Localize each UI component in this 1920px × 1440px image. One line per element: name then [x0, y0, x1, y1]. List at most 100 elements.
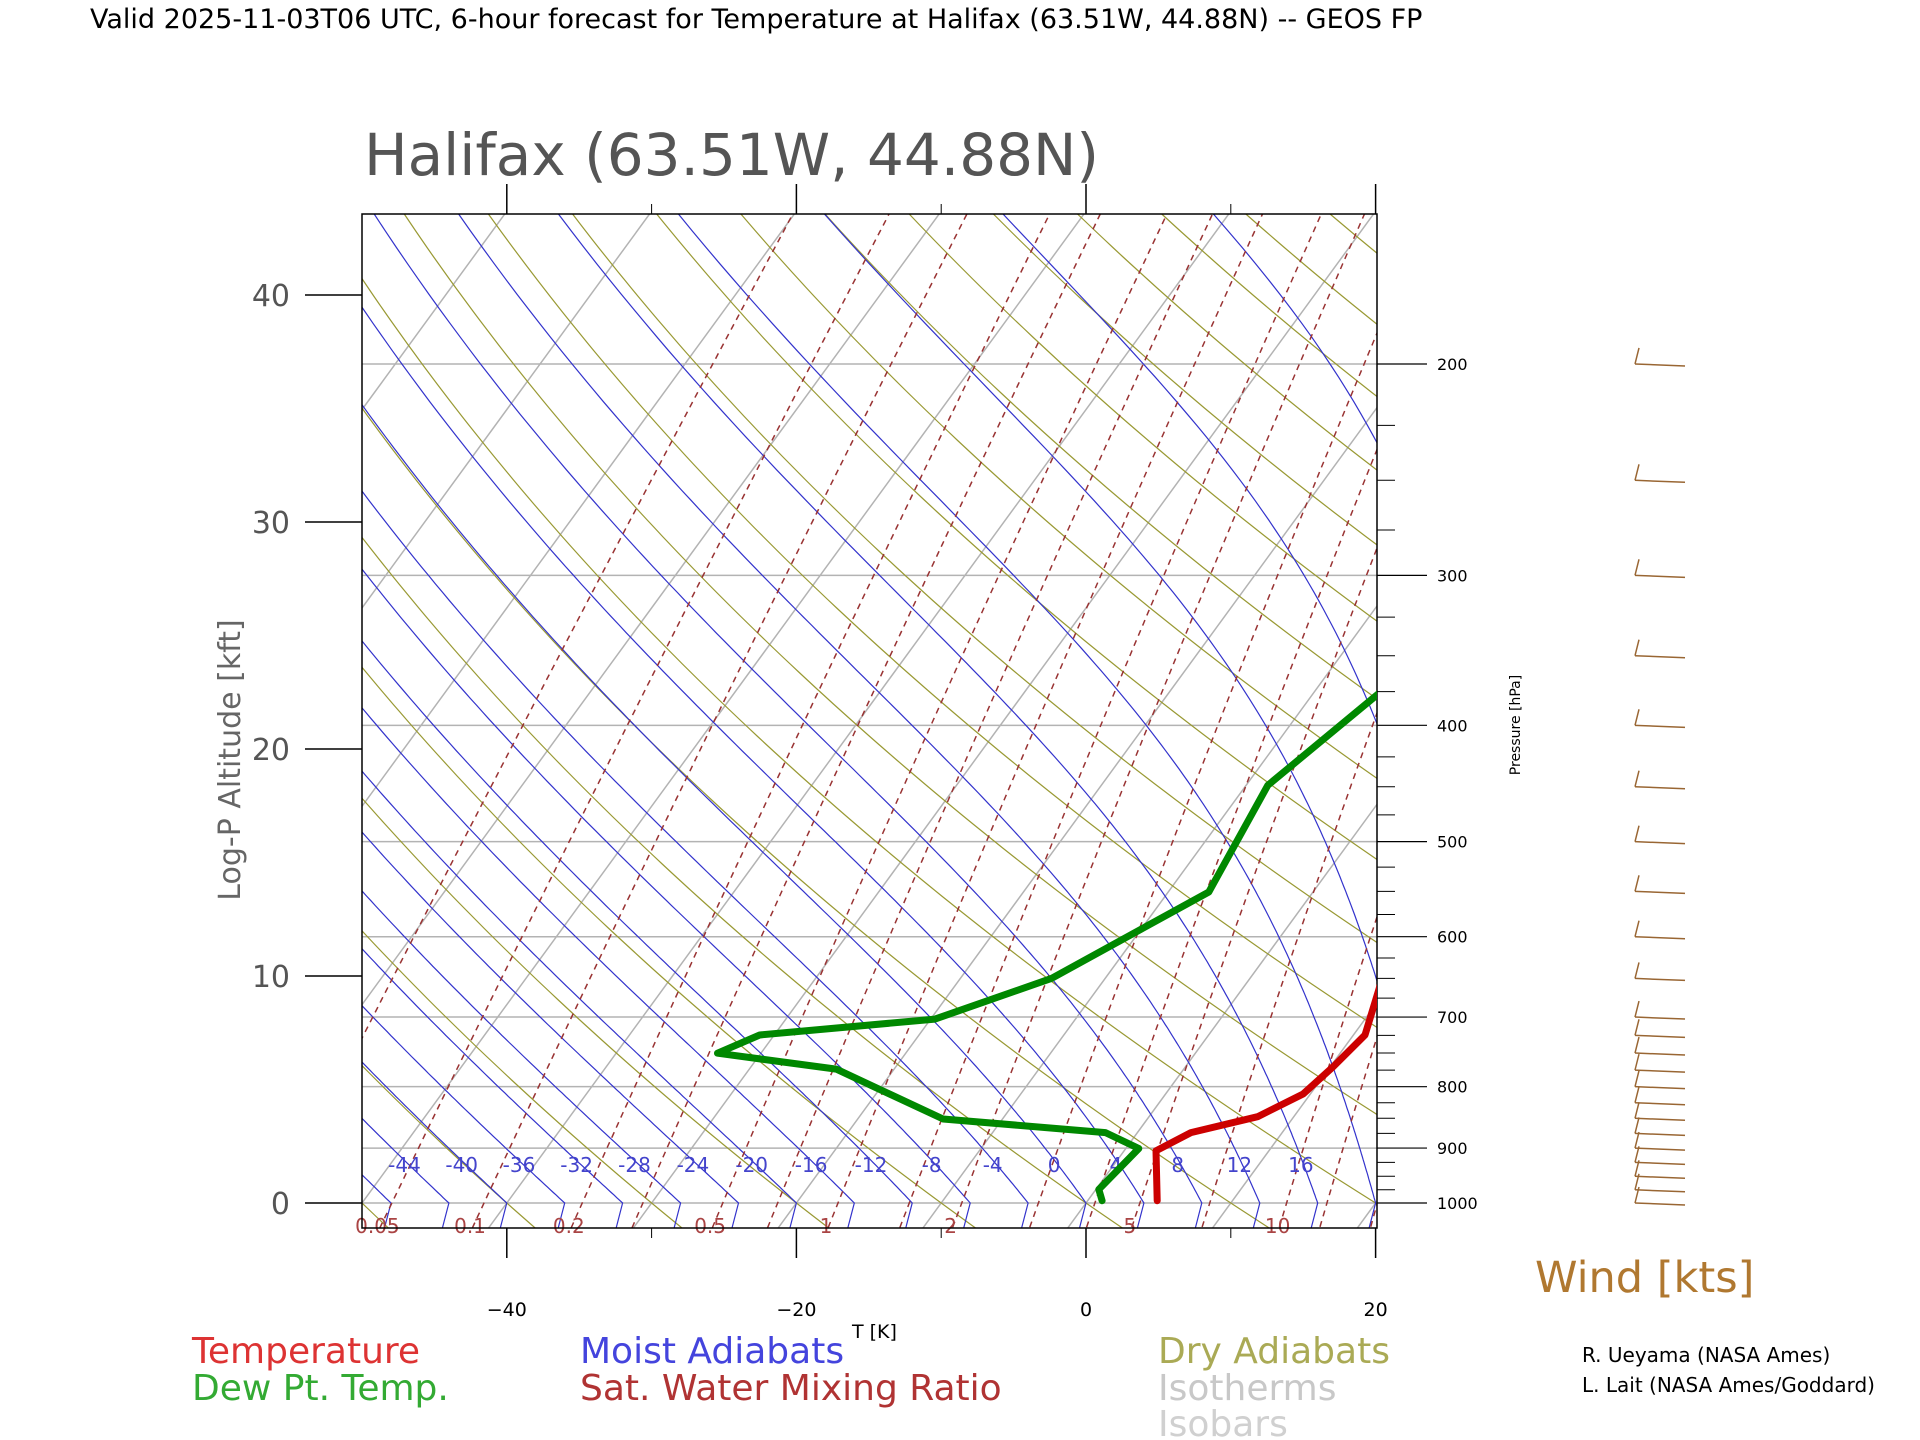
isotherm-line	[632, 214, 1375, 1228]
mixing-ratio-line	[570, 214, 1051, 1228]
plot-area: -44 -40 -36 -32 -28 -24 -20 -16 -12 -8 -4 0 4 8 12 160.…	[0, 178, 1920, 1321]
legend-dry-adiabats: Dry Adiabats	[1158, 1331, 1390, 1372]
dry-adiabat-line	[1648, 200, 1920, 1248]
moist-adiabat-label: -12	[855, 1153, 888, 1177]
wind-barb-staff	[1634, 1161, 1686, 1166]
isotherm-line	[362, 214, 796, 808]
dry-adiabat-line	[362, 666, 977, 1228]
wind-barb-staff	[1634, 1101, 1686, 1106]
legend-temperature: Temperature	[191, 1331, 420, 1372]
moist-adiabat-label: -40	[445, 1153, 478, 1177]
mixing-ratio-line	[898, 214, 1323, 1228]
dry-adiabat-line	[571, 214, 1377, 944]
wind-barb-flag	[1634, 1160, 1640, 1177]
isotherm-line	[362, 214, 506, 411]
background-lines	[0, 178, 1920, 1248]
wind-barb-flag	[1634, 559, 1640, 576]
isotherm-group	[0, 194, 1920, 1248]
wind-barb-staff	[1634, 840, 1686, 845]
moist-adiabat-label: -16	[795, 1153, 828, 1177]
legend-moist-adiabats: Moist Adiabats	[580, 1331, 844, 1372]
legend-dewpoint: Dew Pt. Temp.	[192, 1368, 449, 1409]
y-tick-label: 20	[252, 733, 290, 768]
wind-barb-staff	[1634, 1085, 1686, 1090]
mixing-ratio-line	[1130, 546, 1377, 1228]
legend-isobars: Isobars	[1158, 1404, 1288, 1440]
wind-barb-staff	[1634, 1034, 1686, 1039]
moist-adiabat-line	[362, 1004, 566, 1228]
wind-barb-flag	[1634, 1086, 1640, 1103]
moist-adiabat-line	[362, 640, 913, 1228]
wind-barb-staff	[1634, 1132, 1686, 1137]
mixing-ratio-label: 0.1	[454, 1214, 486, 1238]
mixing-ratio-line	[1369, 1201, 1377, 1228]
mixing-ratio-line	[1432, 200, 1760, 1248]
y-tick-label: 40	[252, 279, 290, 314]
moist-adiabat-line	[1212, 214, 1377, 445]
wind-barb-staff	[1634, 1189, 1686, 1193]
moist-adiabat-line	[677, 214, 1377, 1228]
wind-barb-staff	[1634, 935, 1686, 940]
mixing-ratio-label: 1	[820, 1214, 833, 1238]
pressure-tick-label: 300	[1437, 566, 1468, 585]
wind-barb-staff	[1634, 1147, 1686, 1151]
moist-adiabat-line	[362, 706, 855, 1228]
plot-title: Halifax (63.51W, 44.88N)	[364, 121, 1099, 189]
isotherm-line	[0, 194, 85, 1248]
moist-adiabat-label: 0	[1048, 1153, 1061, 1177]
wind-barb-staff	[1634, 1016, 1686, 1020]
wind-barb-flag	[1634, 1186, 1640, 1204]
dry-adiabat-line	[1329, 214, 1377, 254]
dry-adiabat-line	[992, 214, 1377, 546]
isotherm-line	[0, 194, 230, 1248]
moist-adiabat-line	[1002, 214, 1377, 726]
dry-adiabat-line	[362, 1064, 537, 1228]
moist-adiabat-line	[1592, 178, 1665, 1243]
wind-barb-flag	[1634, 1117, 1640, 1134]
temperature-profile-line	[1152, 983, 1377, 1205]
moist-adiabat-line	[362, 1061, 508, 1228]
wind-barb-flag	[1634, 1053, 1640, 1071]
isotherm-line	[922, 604, 1377, 1228]
wind-barb-flag	[1634, 920, 1640, 937]
wind-barb-staff	[1634, 785, 1686, 790]
mixing-ratio-line	[1201, 710, 1377, 1228]
dewpoint-profile-line	[714, 690, 1377, 1205]
dry-adiabat-line	[1397, 200, 1920, 1248]
isobar-group	[362, 363, 1377, 1204]
moist-adiabat-label: -4	[983, 1153, 1003, 1177]
moist-adiabat-label: -32	[560, 1153, 593, 1177]
dry-adiabat-line	[362, 1202, 390, 1228]
wind-barb-staff	[1634, 724, 1686, 729]
wind-barb-staff	[1634, 479, 1686, 484]
moist-adiabat-group	[0, 178, 1665, 1243]
wind-barb-staff	[1634, 977, 1686, 982]
wind-barb-staff	[1634, 363, 1686, 367]
dry-adiabat-line	[1244, 214, 1377, 326]
pressure-tick-label: 200	[1437, 355, 1468, 374]
isotherm-line	[1632, 194, 1920, 1248]
mixing-ratio-line	[1486, 200, 1803, 1248]
pressure-tick-label: 1000	[1437, 1194, 1478, 1213]
x-tick-label: 0	[1080, 1299, 1092, 1321]
wind-barb-flag	[1634, 1131, 1640, 1149]
pressure-tick-label: 500	[1437, 833, 1468, 852]
wind-barb-flag	[1634, 1019, 1640, 1036]
mixing-ratio-line	[711, 214, 1168, 1228]
moist-adiabat-label: -44	[388, 1153, 421, 1177]
x-tick-label: 20	[1364, 1299, 1388, 1321]
wind-barb-column	[1634, 347, 1686, 1206]
mixing-ratio-line	[1530, 200, 1837, 1248]
wind-barb-flag	[1634, 709, 1640, 726]
mixing-ratio-label: 0.5	[694, 1214, 726, 1238]
dry-adiabat-line	[362, 407, 1271, 1228]
moist-adiabat-line	[0, 178, 217, 1243]
pressure-tick-label: 400	[1437, 716, 1468, 735]
x-tick-label: −20	[776, 1299, 816, 1321]
y-axis-label: Log-P Altitude [kft]	[213, 619, 248, 900]
x-axis-label: T [K]	[851, 1321, 897, 1343]
isotherm-line	[0, 194, 375, 1248]
moist-adiabat-line	[362, 831, 740, 1228]
wind-barb-flag	[1634, 1173, 1640, 1190]
